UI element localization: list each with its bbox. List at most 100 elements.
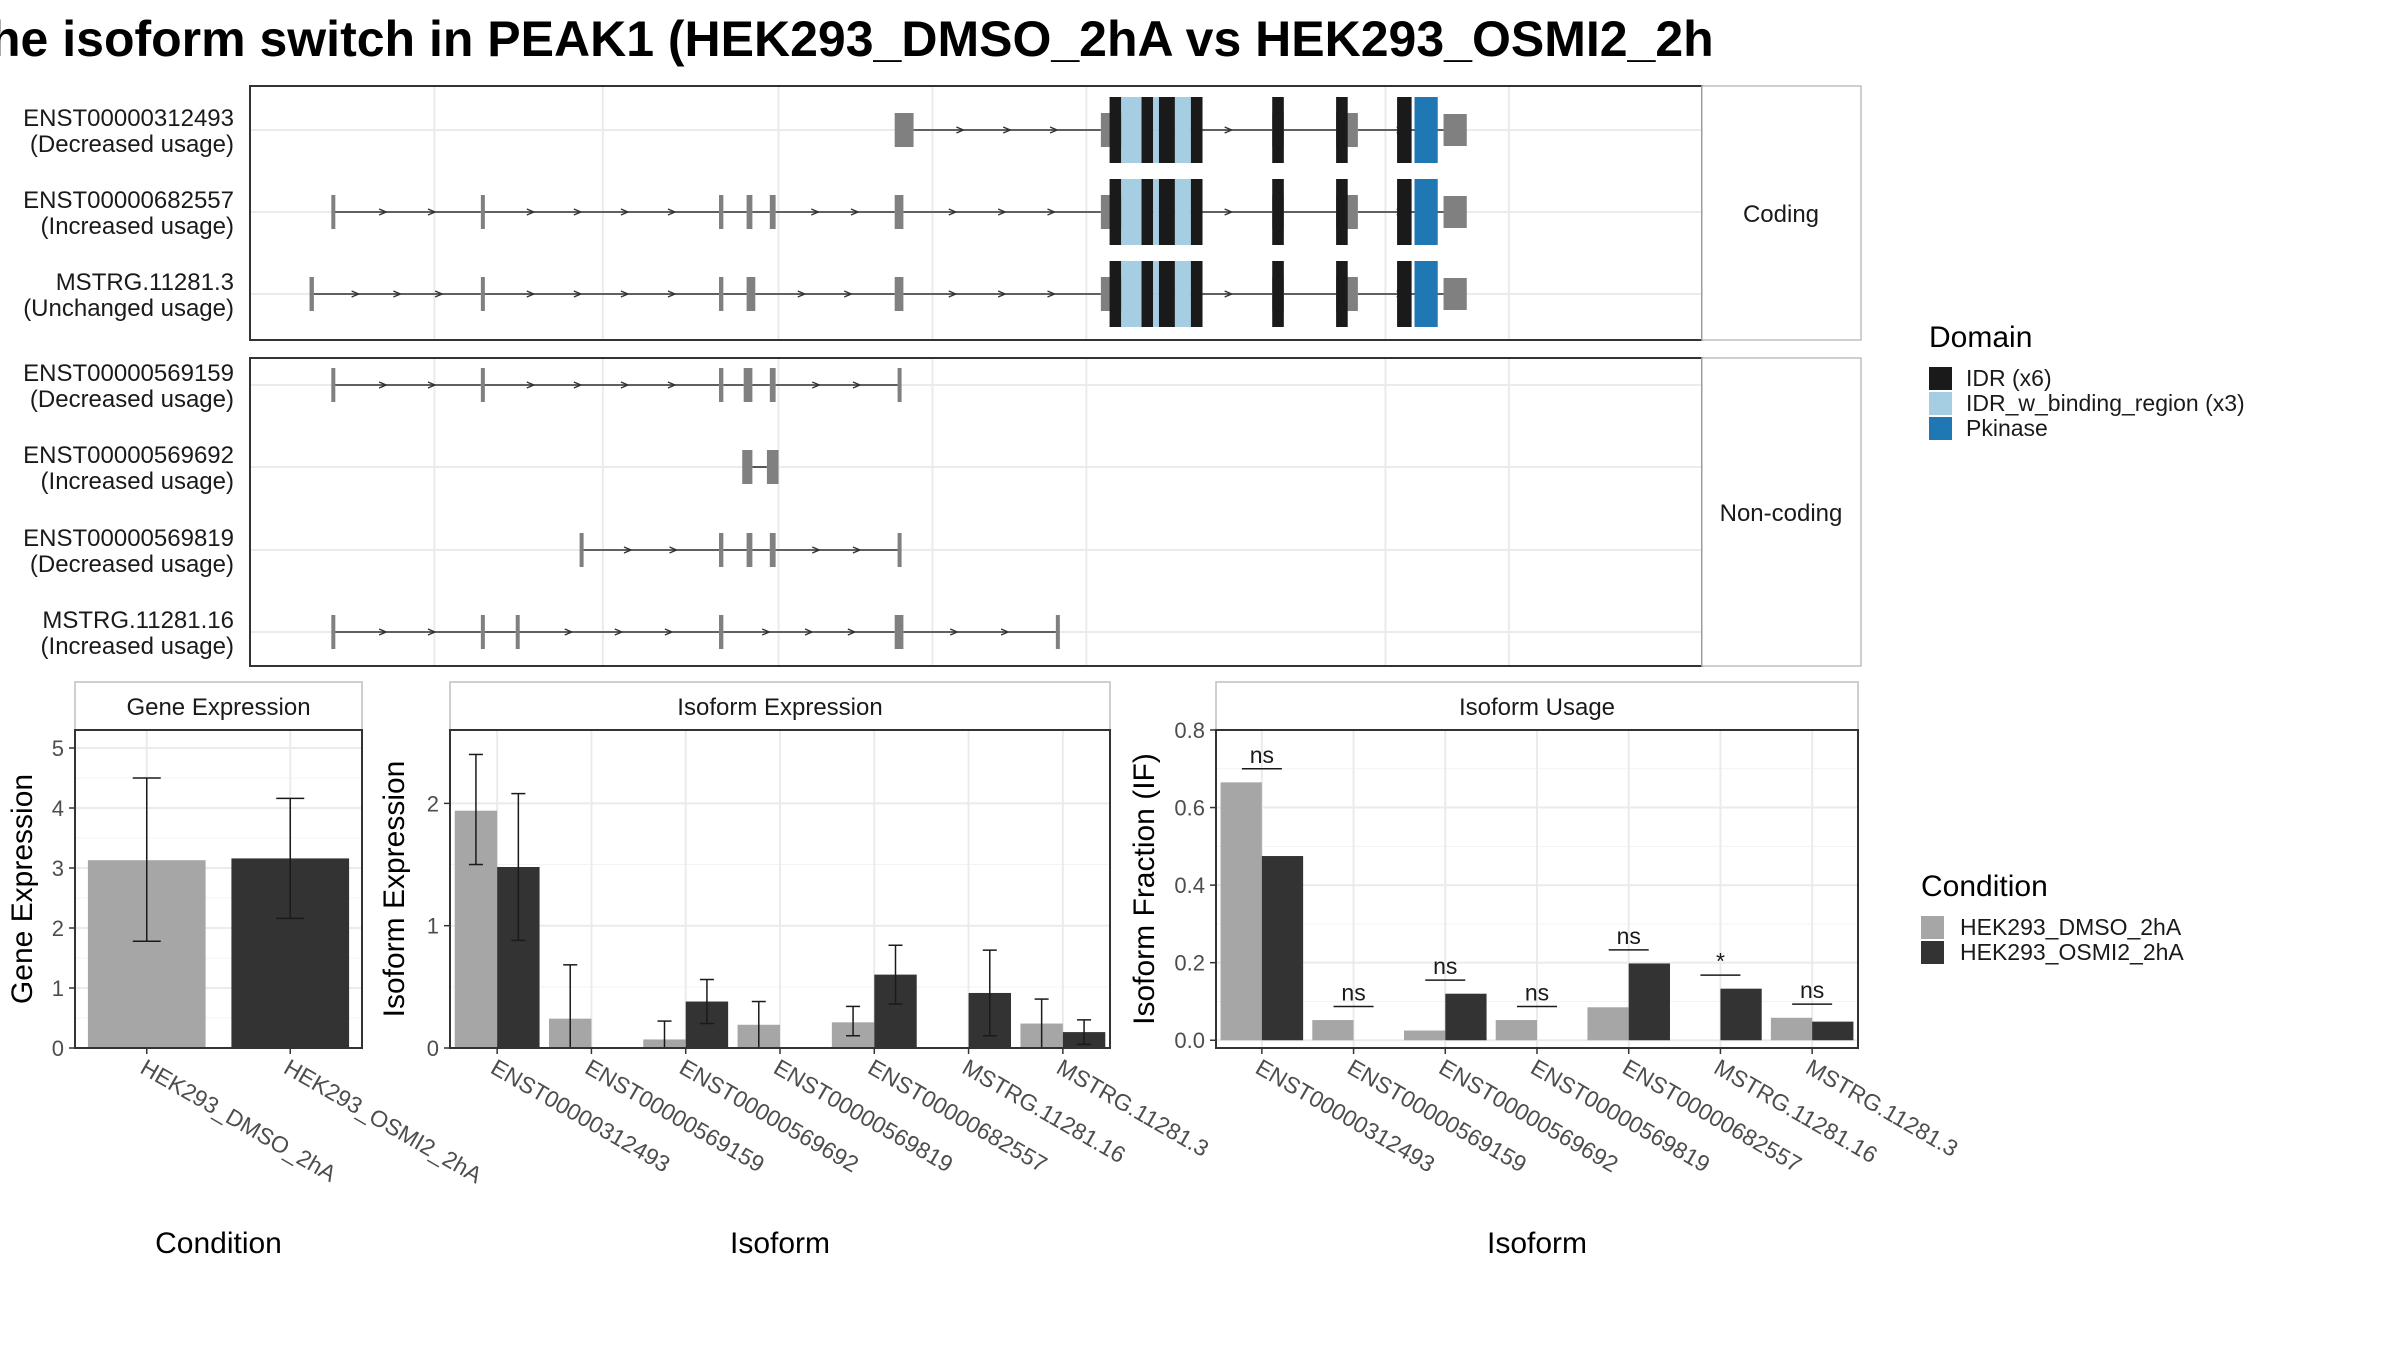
legend-item-label: IDR_w_binding_region (x3)	[1966, 390, 2245, 416]
domain-binding	[1121, 261, 1142, 327]
domain-idr	[1109, 179, 1122, 245]
transcript-id-label: ENST00000569159	[23, 360, 234, 387]
exon-block	[894, 113, 914, 147]
y-tick-label: 0.0	[1174, 1028, 1205, 1053]
y-tick-label: 2	[427, 791, 439, 816]
exon-block	[1443, 196, 1467, 228]
transcript-id-label: MSTRG.11281.3	[56, 269, 234, 296]
significance-label: ns	[1433, 953, 1457, 979]
domain-binding	[1153, 97, 1159, 163]
intron-arrow	[526, 381, 536, 389]
exon-block	[894, 195, 904, 229]
significance-label: *	[1716, 948, 1725, 974]
intron-arrow	[427, 628, 437, 636]
bar	[1495, 1020, 1537, 1041]
exon-block	[515, 615, 520, 649]
intron-arrow	[956, 126, 966, 134]
y-axis-title: Gene Expression	[6, 774, 39, 1004]
bar	[1812, 1021, 1854, 1041]
significance-label: ns	[1525, 980, 1549, 1006]
y-tick-label: 4	[52, 796, 64, 821]
figure-title: he isoform switch in PEAK1 (HEK293_DMSO_…	[0, 11, 1714, 67]
y-tick-label: 0	[427, 1036, 439, 1061]
intron-arrow	[812, 381, 822, 389]
legend-key-idr	[1929, 367, 1952, 390]
intron-arrow	[667, 208, 677, 216]
structure-panel: Non-coding	[249, 357, 1862, 667]
exon-block	[331, 615, 336, 649]
exon-block	[769, 368, 776, 402]
exon-block	[718, 615, 724, 649]
y-tick-label: 0.4	[1174, 873, 1205, 898]
exon-block	[743, 368, 753, 402]
exon-block	[1443, 278, 1467, 310]
x-tick-label: MSTRG.11281.3	[1802, 1054, 1963, 1162]
intron-arrow	[573, 290, 583, 298]
domain-binding	[1153, 179, 1159, 245]
strip-box	[1701, 357, 1862, 667]
intron-arrow	[948, 208, 958, 216]
transcript-id-label: ENST00000682557	[23, 187, 234, 214]
domain-idr	[1158, 179, 1175, 245]
intron-arrow	[1002, 126, 1012, 134]
transcript-usage-label: (Increased usage)	[41, 468, 234, 495]
exon-block	[579, 533, 584, 567]
intron-arrow	[948, 290, 958, 298]
exon-block	[331, 195, 336, 229]
intron-arrow	[434, 290, 444, 298]
domain-pkinase	[1414, 179, 1438, 245]
x-tick-label: ENST00000569159	[581, 1054, 769, 1178]
intron-arrow	[761, 628, 771, 636]
domain-idr	[1141, 97, 1154, 163]
legend-item-label: Pkinase	[1966, 415, 2048, 441]
significance-label: ns	[1617, 923, 1641, 949]
intron-arrow	[427, 208, 437, 216]
exon-block	[897, 368, 902, 402]
legend-item-label: IDR (x6)	[1966, 365, 2052, 391]
strip-label: Non-coding	[1720, 500, 1843, 527]
domain-binding	[1174, 179, 1191, 245]
exon-block	[769, 195, 776, 229]
domain-idr	[1190, 261, 1203, 327]
bar	[1720, 988, 1762, 1041]
y-tick-label: 2	[52, 916, 64, 941]
transcript-track	[250, 261, 1702, 327]
intron-arrow	[1224, 126, 1234, 134]
intron-arrow	[852, 546, 862, 554]
x-tick-label: MSTRG.11281.3	[1052, 1054, 1213, 1162]
transcript-usage-label: (Decreased usage)	[30, 131, 234, 158]
legend-key-condition	[1921, 941, 1944, 964]
isoform-expression-chart: Isoform Expression012ENST00000312493ENST…	[378, 681, 1213, 1260]
strip-box	[1701, 85, 1862, 341]
intron-arrow	[664, 628, 674, 636]
x-tick-label: ENST00000312493	[487, 1054, 675, 1178]
intron-arrow	[378, 381, 388, 389]
intron-arrow	[1224, 290, 1234, 298]
transcript-id-label: ENST00000312493	[23, 105, 234, 132]
legends: Domain IDR (x6)IDR_w_binding_region (x3)P…	[1921, 321, 2245, 965]
intron-arrow	[667, 290, 677, 298]
domain-idr	[1158, 97, 1175, 163]
domain-pkinase	[1414, 97, 1438, 163]
exon-block	[1055, 615, 1060, 649]
intron-arrow	[393, 290, 403, 298]
significance-label: ns	[1800, 977, 1824, 1003]
intron-arrow	[1224, 208, 1234, 216]
bar	[1628, 963, 1670, 1041]
exon-block	[894, 277, 904, 311]
intron-arrow	[614, 628, 624, 636]
strip-label: Gene Expression	[126, 694, 310, 721]
intron-arrow	[620, 208, 630, 216]
bar	[1261, 856, 1304, 1041]
bar	[1587, 1007, 1629, 1041]
panel-background	[250, 358, 1702, 666]
intron-arrow	[804, 628, 814, 636]
intron-arrow	[843, 290, 854, 298]
legend-item-label: HEK293_DMSO_2hA	[1960, 914, 2182, 940]
domain-idr	[1190, 179, 1203, 245]
transcript-track	[250, 615, 1702, 649]
domain-idr	[1272, 261, 1284, 327]
transcript-track	[250, 533, 1702, 567]
exon-block	[309, 277, 314, 311]
